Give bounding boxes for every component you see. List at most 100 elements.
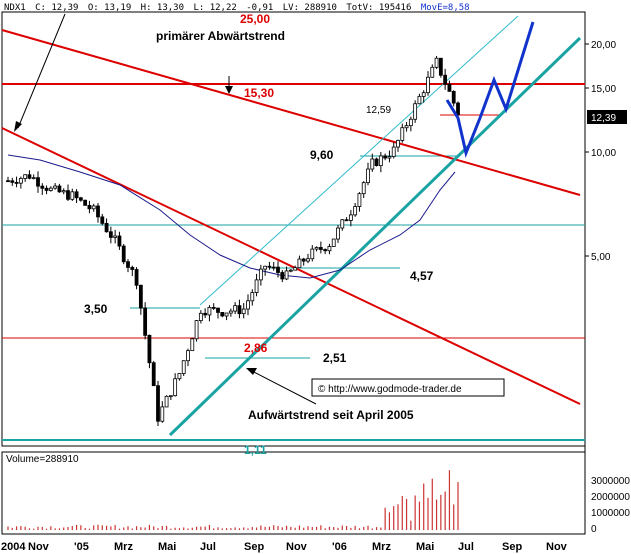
candle-body (456, 102, 460, 116)
candle-body (151, 362, 156, 387)
candle-body (160, 406, 165, 422)
candle-body (258, 268, 263, 281)
candle-body (430, 66, 435, 78)
candle-body (126, 261, 130, 268)
volume-bar (191, 527, 193, 530)
volume-bar (453, 504, 455, 530)
volume-bar (80, 525, 82, 530)
volume-bar (414, 495, 416, 530)
candle-body (336, 227, 340, 240)
volume-bar (170, 528, 172, 530)
volume-bar (333, 527, 335, 530)
volume-bar (328, 526, 331, 530)
volume-bar (33, 528, 35, 530)
candle-body (267, 265, 272, 268)
candle-body (408, 118, 413, 127)
volume-bar (315, 526, 318, 530)
candle-body (70, 191, 75, 200)
candle-body (138, 284, 143, 309)
candle-body (198, 312, 203, 321)
volume-bar (393, 506, 395, 530)
arrow-uptrend-line (249, 369, 317, 405)
x-tick-label: Mai (416, 541, 434, 553)
candle-body (186, 350, 190, 362)
volume-bar (67, 526, 69, 530)
candle-body (353, 206, 358, 216)
header-totv: TotV: 195416 (346, 3, 411, 13)
volume-bar (195, 526, 198, 530)
volume-bar (58, 528, 61, 530)
volume-bar (187, 528, 189, 530)
uptrend-line (168, 36, 582, 437)
candle-body (340, 219, 345, 229)
volume-bar (444, 491, 446, 530)
volume-bar (11, 527, 13, 530)
volume-bar (281, 527, 283, 530)
volume-bar (337, 527, 339, 530)
candle-body (216, 307, 220, 313)
copyright-text: © http://www.godmode-trader.de (318, 384, 462, 395)
label-12-59: 12,59 (366, 105, 391, 116)
candle-body (361, 182, 366, 195)
volume-bar (24, 526, 26, 530)
candle-body (190, 338, 195, 352)
candle-body (301, 258, 306, 262)
volume-bar (401, 495, 403, 530)
candle-body (10, 180, 15, 183)
volume-bar (268, 526, 271, 530)
volume-bar (114, 525, 116, 530)
volume-bar (350, 527, 352, 530)
volume-bar (135, 526, 138, 530)
candle-body (288, 269, 293, 272)
volume-bar (54, 528, 56, 530)
volume-bar (277, 526, 279, 530)
y-label-5: 5,00 (591, 252, 611, 263)
candle-body (391, 146, 396, 158)
candle-body (314, 247, 319, 250)
volume-bar (285, 525, 288, 530)
candle-body (134, 269, 139, 286)
header-high: H: 13,30 (141, 3, 184, 13)
volume-bar (208, 524, 211, 530)
label-25-00: 25,00 (240, 12, 270, 26)
projection-path (445, 21, 535, 159)
volume-bar (127, 526, 129, 530)
candle-body (211, 307, 216, 309)
volume-bar (50, 526, 52, 530)
candle-body (181, 360, 186, 374)
y-label-15: 15,00 (591, 84, 616, 95)
volume-bar (234, 527, 236, 530)
volume-bar (354, 525, 356, 530)
upper-channel-line (199, 15, 519, 306)
candle-body (237, 305, 242, 315)
candle-body (121, 245, 126, 263)
candle-body (48, 187, 53, 191)
header-change: -0,91 (246, 3, 273, 13)
vol-tick-0: 0 (591, 524, 597, 535)
label-primary-trend: primärer Abwärtstrend (156, 29, 285, 43)
volume-bar (105, 525, 108, 530)
moving-average-line (7, 154, 456, 279)
volume-bar (260, 525, 262, 530)
candle-body (96, 205, 100, 218)
candle-body (66, 190, 70, 200)
volume-bar (427, 497, 429, 530)
candle-body (370, 158, 375, 170)
price-tag-text: 12,39 (591, 113, 616, 124)
volume-bar (251, 527, 253, 530)
x-tick-label: Nov (28, 541, 50, 553)
label-2-86: 2,86 (244, 341, 268, 355)
volume-bar (101, 525, 103, 530)
x-tick-label: Sep (244, 541, 264, 553)
primary-downtrend-line (1, 29, 581, 196)
x-tick-label: Nov (286, 541, 308, 553)
candle-body (91, 205, 96, 210)
volume-bar (217, 527, 219, 530)
volume-bar (37, 526, 39, 530)
candle-body (246, 300, 250, 310)
candle-body (57, 185, 62, 193)
candle-body (113, 235, 118, 238)
candle-body (331, 238, 336, 247)
volume-bar (174, 527, 176, 530)
candle-body (404, 125, 409, 129)
